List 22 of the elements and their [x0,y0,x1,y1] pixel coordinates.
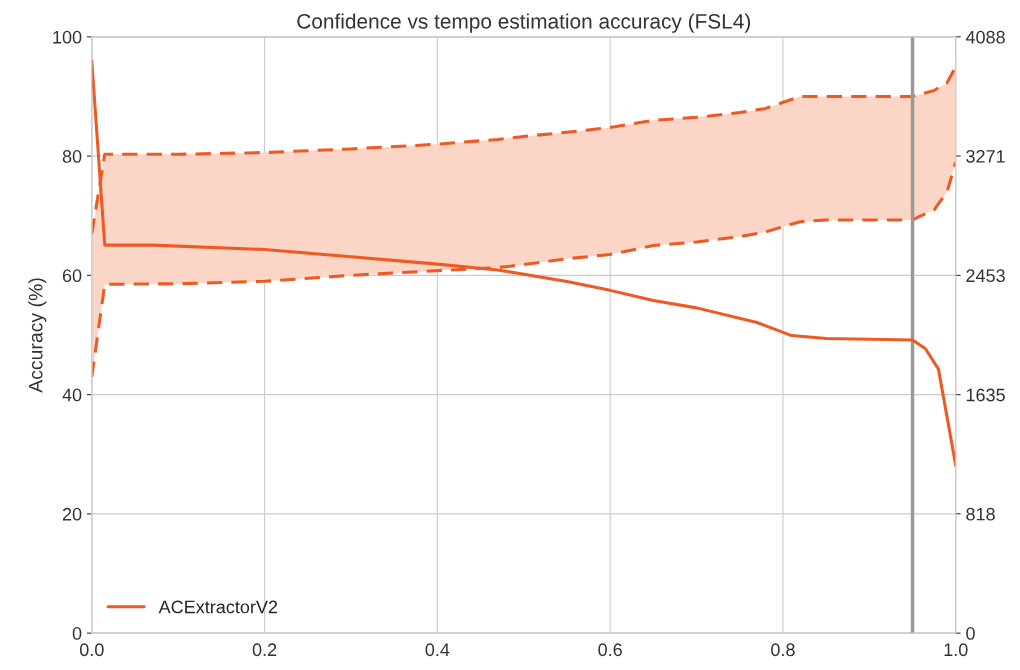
y2-tick-label: 4088 [965,30,1005,44]
y-axis-title: Accuracy (%) [28,278,47,393]
x-tick-label: 1.0 [944,643,968,657]
y-tick-label: 40 [62,388,82,402]
y-tick-label: 20 [62,507,82,521]
legend-label: ACExtractorV2 [158,600,278,614]
line-series [91,59,956,467]
y-tick-label: 60 [62,269,82,283]
x-tick-label: 0.6 [598,643,622,657]
y-tick-label: 100 [53,30,82,44]
y2-tick-label: 2453 [966,269,1005,283]
x-tick-label: 0.2 [252,643,277,657]
chart-title: Confidence vs tempo estimation accuracy (FSL4) [297,13,751,33]
x-tick-label: 0.8 [771,643,795,657]
x-tick-label: 0.0 [79,643,104,657]
y2-tick-label: 0 [966,627,975,640]
y-tick-label: 0 [72,627,82,640]
y2-tick-label: 818 [966,507,995,521]
x-tick-label: 0.4 [425,643,450,657]
y2-tick-label: 3271 [966,149,1005,163]
y-tick-label: 80 [62,150,82,163]
y2-tick-label: 1635 [966,388,1005,402]
